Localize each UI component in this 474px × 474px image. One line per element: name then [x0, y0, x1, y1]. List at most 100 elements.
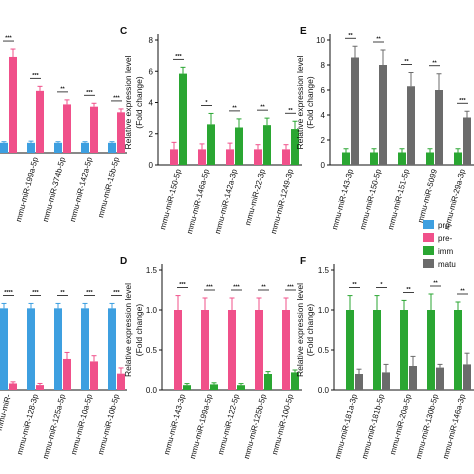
- panel-e: E 0 2 4 6 8 10 Relative expression level (Fold c…: [295, 26, 474, 231]
- bar: [342, 152, 350, 165]
- x-tick-label: mmu-miR-10b-5p: [96, 393, 121, 456]
- panel-letter: F: [300, 256, 306, 267]
- bar: [36, 90, 44, 153]
- y-tick-label: 6: [149, 67, 154, 76]
- x-tick-label: mmu-miR-181b-5p: [360, 393, 386, 460]
- y-axis-label-2: (Fold change): [305, 76, 315, 129]
- bar: [237, 385, 245, 390]
- x-tick-label: mmu-miR-100-5p: [270, 393, 295, 456]
- bar: [90, 361, 98, 390]
- x-tick-label: mmu-miR-128-3p: [15, 393, 40, 456]
- bar: [282, 149, 290, 165]
- bar: [370, 152, 378, 165]
- bar: [379, 65, 387, 165]
- bar: [27, 142, 35, 153]
- legend-swatch: [423, 220, 434, 229]
- bar: [0, 308, 8, 390]
- bar: [409, 366, 417, 390]
- x-tick-label: mmu-miR-: [0, 393, 13, 432]
- chart-panels: ******mmu-miR-199a-5p**mmu-miR-374b-5p**…: [0, 26, 474, 460]
- bar: [81, 308, 89, 390]
- bar: [291, 372, 299, 390]
- bar: [400, 310, 408, 390]
- significance-label: *: [380, 282, 383, 288]
- y-tick-label: 4: [321, 111, 326, 120]
- legend-swatch: [423, 233, 434, 242]
- bar: [235, 127, 243, 165]
- y-tick-label: 2: [321, 136, 326, 145]
- bar: [9, 383, 17, 390]
- bar: [427, 310, 435, 390]
- bar: [454, 310, 462, 390]
- bar: [201, 310, 209, 390]
- x-tick-label: mmu-miR-22-3p: [243, 168, 267, 227]
- bar: [463, 117, 471, 165]
- significance-label: ***: [32, 73, 39, 79]
- bar: [226, 149, 234, 165]
- y-tick-label: 0.5: [146, 346, 158, 355]
- x-tick-label: mmu-miR-125a-5p: [41, 393, 67, 460]
- significance-label: **: [376, 37, 381, 43]
- significance-label: *: [205, 100, 208, 106]
- significance-label: **: [348, 33, 353, 39]
- x-tick-label: mmu-miR-146a-3p: [441, 393, 467, 460]
- bar: [198, 149, 206, 165]
- bar: [436, 367, 444, 390]
- y-tick-label: 1.5: [146, 266, 158, 275]
- y-tick-label: 4: [149, 99, 154, 108]
- y-tick-label: 0: [149, 161, 154, 170]
- panel-letter: E: [300, 26, 307, 37]
- x-tick-label: mmu-miR-143-3p: [162, 393, 187, 456]
- panel-letter: D: [120, 256, 127, 267]
- y-axis-label: Relative expression level: [123, 283, 133, 377]
- significance-label: ***: [206, 285, 213, 291]
- bar: [170, 149, 178, 165]
- x-tick-label: mmu-miR-10a-5p: [69, 393, 94, 456]
- bar: [382, 372, 390, 390]
- y-tick-label: 10: [316, 36, 325, 45]
- bar: [63, 104, 71, 153]
- y-tick-label: 1.5: [318, 266, 330, 275]
- bar: [435, 90, 443, 165]
- significance-label: **: [406, 287, 411, 293]
- y-tick-label: 1.0: [146, 306, 158, 315]
- y-axis-label: Relative expression level: [295, 55, 305, 149]
- x-tick-label: mmu-miR-142a-3p: [213, 168, 239, 235]
- bar: [9, 56, 17, 154]
- significance-label: **: [432, 60, 437, 66]
- x-tick-label: mmu-miR-181a-3p: [333, 393, 359, 460]
- x-tick-label: mmu-miR-5099: [416, 168, 439, 224]
- x-tick-label: mmu-miR-199a-5p: [188, 393, 214, 460]
- x-tick-label: mmu-miR-374b-5p: [41, 156, 67, 223]
- y-tick-label: 8: [321, 61, 326, 70]
- significance-label: ***: [175, 54, 182, 60]
- legend-label: imm: [438, 247, 453, 256]
- x-tick-label: mmu-miR-150-5p: [158, 168, 183, 231]
- bar: [454, 152, 462, 165]
- x-tick-label: mmu-miR-146a-5p: [185, 168, 211, 235]
- bar: [0, 142, 8, 153]
- significance-label: **: [60, 290, 65, 296]
- legend-label: pro-: [438, 221, 453, 230]
- bar: [463, 364, 471, 390]
- significance-label: **: [433, 281, 438, 287]
- x-tick-label: mmu-miR-150-5p: [358, 168, 383, 231]
- bar: [117, 112, 125, 153]
- bar: [263, 125, 271, 165]
- significance-label: **: [352, 282, 357, 288]
- bar: [183, 385, 191, 390]
- x-tick-label: mmu-miR-1249-3p: [269, 168, 295, 235]
- legend-label: pre-: [438, 234, 453, 243]
- significance-label: ***: [113, 95, 120, 101]
- bar: [351, 57, 359, 165]
- bar: [254, 149, 262, 165]
- significance-label: ***: [5, 36, 12, 42]
- y-tick-label: 0.5: [318, 346, 330, 355]
- bar: [398, 152, 406, 165]
- y-axis-label: Relative expression level: [295, 283, 305, 377]
- y-axis-label-2: (Fold change): [305, 304, 315, 357]
- y-tick-label: 6: [321, 86, 326, 95]
- x-tick-label: mmu-miR-199a-5p: [14, 156, 40, 223]
